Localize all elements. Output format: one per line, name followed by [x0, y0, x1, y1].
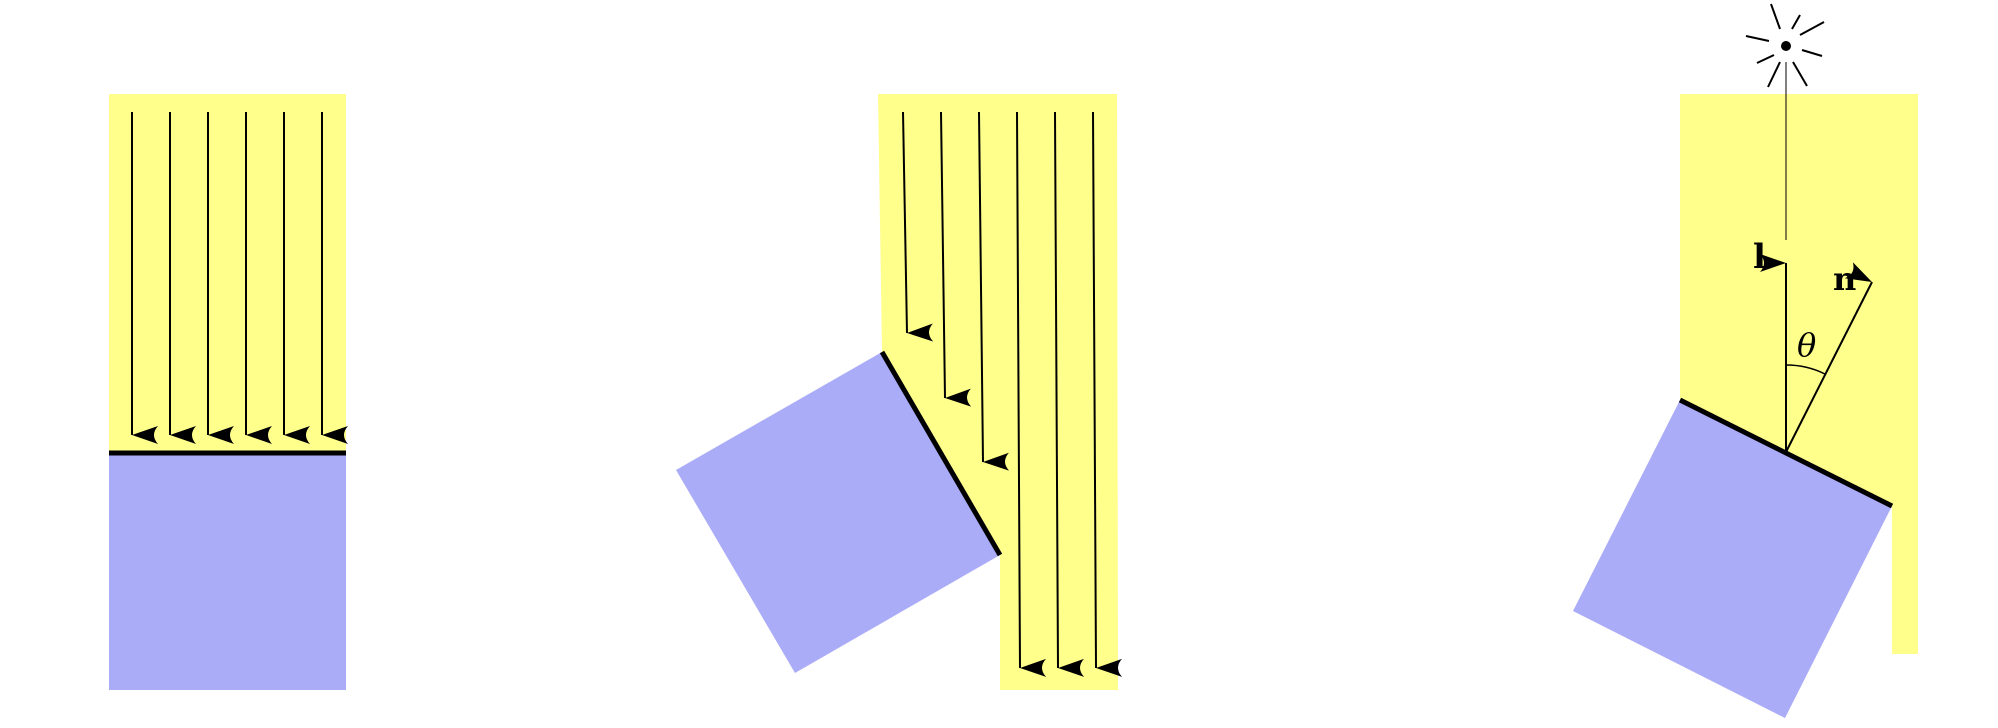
surface-block — [676, 352, 1000, 673]
surface-edge — [1678, 397, 1894, 509]
sun-icon — [1745, 3, 1825, 88]
light-vector-label: l — [1753, 237, 1766, 277]
panel-lambert-cosine-geometry: l n θ — [1573, 3, 1918, 718]
surface-block — [1573, 400, 1892, 718]
light-ray — [940, 111, 972, 407]
angle-label: θ — [1797, 326, 1816, 364]
light-beam — [1680, 94, 1918, 654]
light-ray — [978, 111, 1010, 471]
surface-edge — [879, 350, 1003, 557]
light-rays — [131, 112, 348, 444]
surface-block — [109, 453, 346, 690]
light-ray — [1092, 111, 1123, 677]
light-rays — [902, 111, 1123, 677]
light-ray — [1054, 111, 1085, 677]
normal-vector-label: n — [1833, 260, 1856, 298]
light-beam — [109, 94, 346, 453]
light-ray — [1016, 111, 1047, 677]
panel-perpendicular-incidence — [109, 94, 348, 690]
angle-arc — [1785, 364, 1826, 375]
normal-vector-arrow — [1785, 262, 1873, 453]
light-ray — [902, 111, 934, 342]
panel-oblique-incidence — [676, 94, 1123, 690]
